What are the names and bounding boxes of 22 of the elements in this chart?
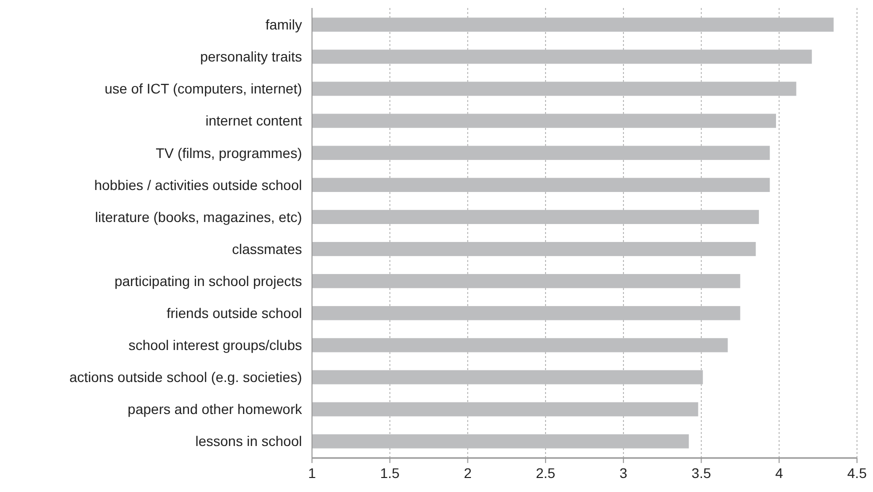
x-tick-label: 4.5 — [847, 465, 867, 481]
y-tick-label: literature (books, magazines, etc) — [95, 208, 302, 225]
y-tick-label: personality traits — [200, 48, 302, 65]
y-tick-label: classmates — [232, 240, 302, 257]
x-tick-label: 3.5 — [692, 465, 712, 481]
x-tick-label: 4 — [775, 465, 784, 481]
y-tick-label: papers and other homework — [128, 401, 303, 418]
y-tick-label: family — [265, 16, 302, 33]
y-tick-label: participating in school projects — [114, 272, 302, 289]
y-tick-label: internet content — [205, 112, 302, 129]
x-tick-label: 1 — [308, 465, 316, 481]
y-tick-label: lessons in school — [195, 433, 302, 450]
y-tick-label: TV (films, programmes) — [156, 144, 302, 161]
y-tick-label: school interest groups/clubs — [128, 337, 302, 354]
x-tick-label: 3 — [620, 465, 628, 481]
y-tick-label: friends outside school — [166, 305, 302, 322]
y-tick-label: actions outside school (e.g. societies) — [69, 369, 302, 386]
x-tick-label: 2.5 — [536, 465, 556, 481]
x-tick-label: 1.5 — [380, 465, 400, 481]
x-tick-label: 2 — [464, 465, 472, 481]
y-tick-label: hobbies / activities outside school — [94, 176, 302, 193]
y-tick-label: use of ICT (computers, internet) — [104, 80, 302, 97]
